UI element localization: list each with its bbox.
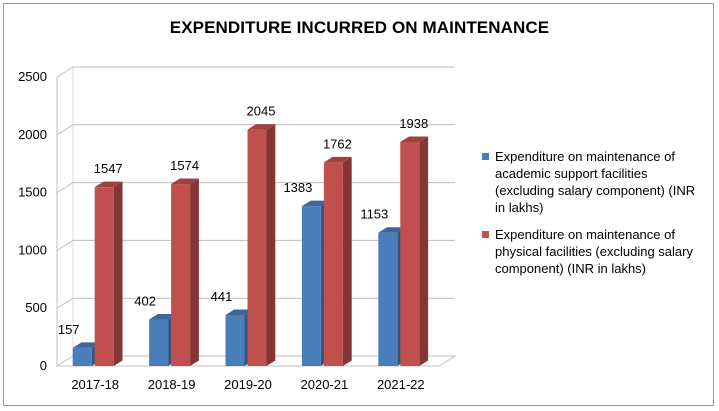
- data-label-physical-2020-21: 1762: [323, 136, 352, 151]
- bar-side-physical-2018-19: [190, 178, 199, 366]
- x-tick-label-2017-18: 2017-18: [71, 377, 119, 392]
- bar-top-academic-2021-22: [378, 227, 407, 233]
- bar-academic-2019-20: [225, 315, 245, 366]
- bar-academic-2017-18: [72, 347, 92, 366]
- bar-academic-2021-22: [378, 232, 398, 366]
- data-label-academic-2020-21: 1383: [283, 180, 312, 195]
- bar-top-physical-2021-22: [400, 136, 429, 142]
- y-tick-label-0: 0: [40, 358, 47, 373]
- y-tick-label-1500: 1500: [18, 185, 47, 200]
- bar-physical-2021-22: [400, 141, 420, 366]
- bar-side-physical-2021-22: [419, 136, 429, 366]
- bar-top-physical-2017-18: [94, 181, 123, 188]
- y-tick-label-2500: 2500: [18, 69, 47, 84]
- data-label-physical-2021-22: 1938: [399, 116, 428, 131]
- legend-item-academic: Expenditure on maintenance of academic s…: [482, 148, 707, 216]
- data-label-physical-2019-20: 2045: [247, 104, 276, 119]
- bar-side-physical-2020-21: [342, 156, 352, 366]
- bar-top-physical-2020-21: [323, 156, 352, 163]
- data-label-academic-2018-19: 402: [134, 294, 156, 309]
- bar-physical-2020-21: [323, 162, 343, 366]
- legend-swatch-physical: [482, 231, 489, 238]
- data-label-academic-2017-18: 157: [58, 322, 80, 337]
- legend-label-physical: Expenditure on maintenance of physical f…: [495, 227, 693, 276]
- bar-top-academic-2017-18: [72, 342, 101, 348]
- bar-top-physical-2019-20: [247, 124, 276, 130]
- data-label-physical-2018-19: 1574: [170, 158, 199, 173]
- legend-item-physical: Expenditure on maintenance of physical f…: [482, 226, 707, 277]
- bar-academic-2018-19: [149, 319, 169, 366]
- chart-legend: Expenditure on maintenance of academic s…: [482, 148, 707, 287]
- data-label-academic-2021-22: 1153: [360, 207, 388, 222]
- bar-side-physical-2019-20: [266, 124, 276, 367]
- chart-title: EXPENDITURE INCURRED ON MAINTENANCE: [169, 18, 550, 37]
- gridline-2500: [56, 66, 455, 78]
- x-tick-label-2018-19: 2018-19: [148, 377, 196, 392]
- gridline-2000: [56, 124, 455, 136]
- bar-top-physical-2018-19: [171, 178, 199, 185]
- y-tick-label-1000: 1000: [18, 242, 47, 257]
- y-tick-label-500: 500: [25, 300, 47, 315]
- x-tick-label-2019-20: 2019-20: [224, 377, 272, 392]
- bar-side-physical-2017-18: [113, 181, 123, 366]
- legend-label-academic: Expenditure on maintenance of academic s…: [495, 149, 696, 215]
- bar-academic-2020-21: [301, 206, 321, 366]
- data-label-physical-2017-18: 1547: [94, 161, 123, 176]
- legend-swatch-academic: [482, 153, 489, 160]
- y-tick-label-2000: 2000: [18, 127, 47, 142]
- bar-physical-2018-19: [171, 184, 191, 366]
- bar-physical-2019-20: [247, 129, 267, 366]
- bar-top-academic-2018-19: [149, 314, 177, 320]
- x-tick-label-2021-22: 2021-22: [377, 377, 425, 392]
- data-label-academic-2019-20: 441: [211, 289, 233, 304]
- bar-physical-2017-18: [94, 187, 114, 366]
- bar-top-academic-2019-20: [225, 309, 254, 316]
- x-tick-label-2020-21: 2020-21: [301, 377, 349, 392]
- bar-top-academic-2020-21: [301, 200, 330, 207]
